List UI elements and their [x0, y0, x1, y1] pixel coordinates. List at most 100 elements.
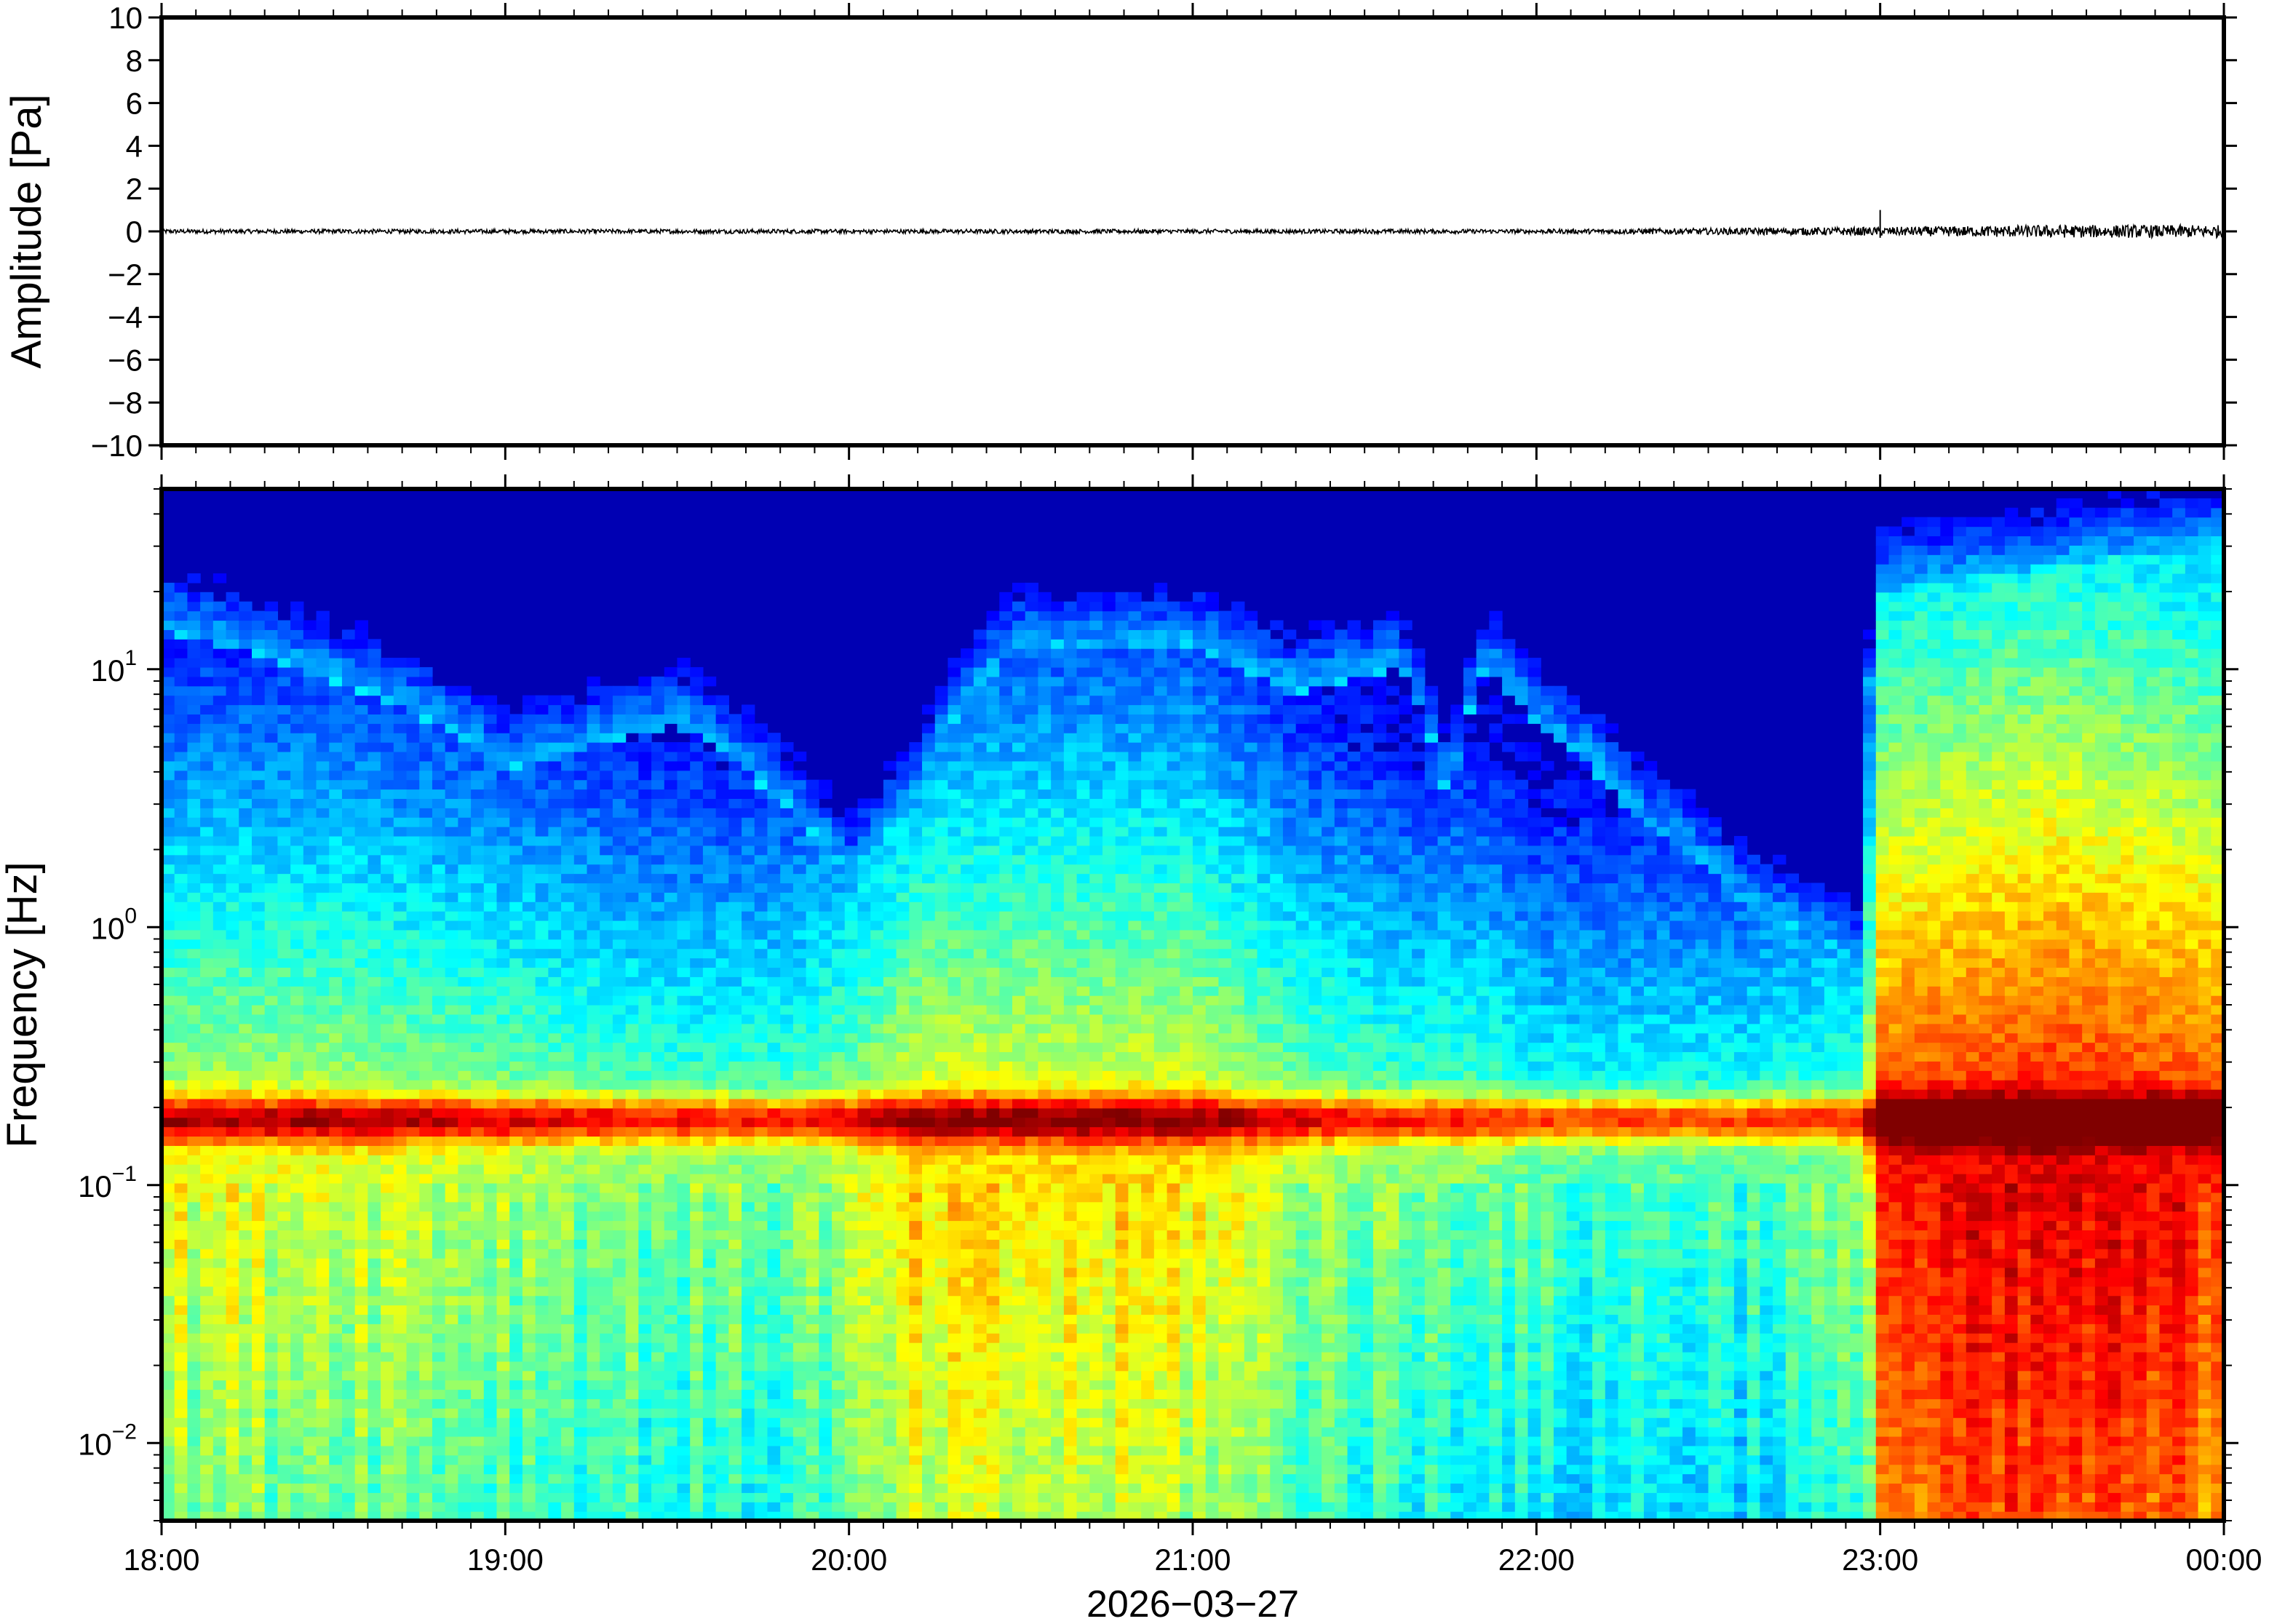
spectrogram-cell — [612, 939, 627, 950]
spectrogram-cell — [767, 929, 781, 940]
spectrogram-cell — [264, 1473, 279, 1484]
spectrogram-cell — [728, 845, 742, 856]
spectrogram-cell — [496, 1427, 510, 1437]
spectrogram-cell — [277, 760, 291, 771]
spectrogram-cell — [445, 1492, 458, 1502]
spectrogram-cell — [264, 1389, 279, 1400]
spectrogram-cell — [677, 1361, 691, 1372]
spectrogram-cell — [767, 779, 781, 790]
spectrogram-cell — [483, 1464, 498, 1475]
spectrogram-cell — [573, 1436, 588, 1446]
spectrogram-cell — [354, 629, 368, 640]
spectrogram-cell — [303, 1014, 317, 1024]
spectrogram-cell — [792, 1408, 807, 1418]
spectrogram-cell — [664, 1136, 678, 1146]
spectrogram-cell — [625, 1511, 639, 1521]
spectrogram-cell — [548, 1361, 562, 1372]
spectrogram-cell — [767, 1089, 781, 1099]
spectrogram-cell — [174, 723, 188, 733]
spectrogram-cell — [354, 1107, 368, 1118]
spectrogram-cell — [715, 817, 729, 827]
spectrogram-cell — [573, 948, 588, 959]
spectrogram-cell — [677, 883, 691, 893]
spectrogram-cell — [832, 1014, 846, 1024]
spectrogram-cell — [445, 1136, 458, 1146]
spectrogram-cell — [445, 1454, 458, 1465]
spectrogram-cell — [329, 1042, 343, 1053]
spectrogram-cell — [419, 1174, 433, 1184]
spectrogram-cell — [393, 1098, 408, 1109]
spectrogram-cell — [354, 1389, 368, 1400]
spectrogram-cell — [690, 1370, 704, 1381]
spectrogram-cell — [638, 1361, 652, 1372]
spectrogram-cell — [625, 929, 639, 940]
spectrogram-cell — [625, 695, 639, 706]
spectrogram-cell — [445, 939, 458, 950]
spectrogram-cell — [212, 1483, 227, 1493]
spectrogram-cell — [561, 714, 575, 724]
spectrogram-cell — [200, 779, 214, 790]
spectrogram-cell — [354, 779, 368, 790]
spectrogram-cell — [251, 620, 266, 630]
spectrogram-cell — [522, 1080, 536, 1090]
spectrogram-cell — [406, 1370, 420, 1381]
spectrogram-cell — [212, 976, 227, 987]
spectrogram-cell — [212, 1220, 227, 1230]
spectrogram-cell — [212, 1089, 227, 1099]
spectrogram-cell — [445, 967, 458, 977]
spectrogram-cell — [226, 873, 239, 884]
spectrogram-cell — [341, 1342, 356, 1353]
spectrogram-cell — [587, 1502, 600, 1512]
spectrogram-cell — [212, 892, 227, 902]
spectrogram-cell — [677, 1192, 691, 1203]
spectrogram-cell — [509, 1042, 523, 1053]
spectrogram-cell — [806, 779, 819, 790]
spectrogram-cell — [509, 1398, 523, 1409]
spectrogram-cell — [535, 1286, 549, 1297]
spectrogram-cell — [638, 760, 652, 771]
spectrogram-cell — [406, 1276, 420, 1287]
spectrogram-cell — [728, 1211, 742, 1222]
spectrogram-cell — [381, 1436, 394, 1446]
spectrogram-cell — [677, 1445, 691, 1456]
spectrogram-cell — [162, 827, 175, 837]
spectrogram-cell — [264, 1361, 279, 1372]
spectrogram-cell — [277, 883, 291, 893]
spectrogram-cell — [445, 1014, 458, 1024]
spectrogram-cell — [832, 1464, 846, 1475]
spectrogram-cell — [664, 695, 678, 706]
spectrogram-cell — [212, 1098, 227, 1109]
spectrogram-cell — [432, 714, 446, 724]
spectrogram-cell — [239, 610, 253, 621]
spectrogram-cell — [341, 1258, 356, 1268]
spectrogram-cell — [587, 676, 600, 687]
spectrogram-cell — [162, 1239, 175, 1249]
spectrogram-cell — [625, 911, 639, 921]
spectrogram-cell — [239, 1145, 253, 1155]
spectrogram-cell — [406, 901, 420, 912]
spectrogram-cell — [290, 1380, 304, 1390]
spectrogram-cell — [677, 1061, 691, 1071]
spectrogram-cell — [381, 704, 394, 715]
spectrogram-cell — [677, 1473, 691, 1484]
spectrogram-cell — [806, 1182, 819, 1193]
spectrogram-cell — [381, 1370, 394, 1381]
spectrogram-cell — [612, 1483, 627, 1493]
spectrogram-cell — [844, 1398, 859, 1409]
spectrogram-cell — [496, 976, 510, 987]
spectrogram-cell — [742, 1174, 755, 1184]
spectrogram-cell — [587, 1014, 600, 1024]
spectrogram-cell — [162, 1155, 175, 1165]
spectrogram-cell — [277, 742, 291, 752]
spectrogram-cell — [806, 1398, 819, 1409]
spectrogram-cell — [316, 770, 330, 781]
spectrogram-cell — [174, 873, 188, 884]
spectrogram-cell — [290, 658, 304, 668]
spectrogram-cell — [742, 1417, 755, 1428]
spectrogram-cell — [509, 723, 523, 733]
spectrogram-cell — [367, 1286, 381, 1297]
spectrogram-cell — [651, 1511, 665, 1521]
spectrogram-cell — [600, 733, 613, 743]
spectrogram-cell — [844, 1230, 859, 1240]
spectrogram-cell — [471, 1249, 485, 1259]
